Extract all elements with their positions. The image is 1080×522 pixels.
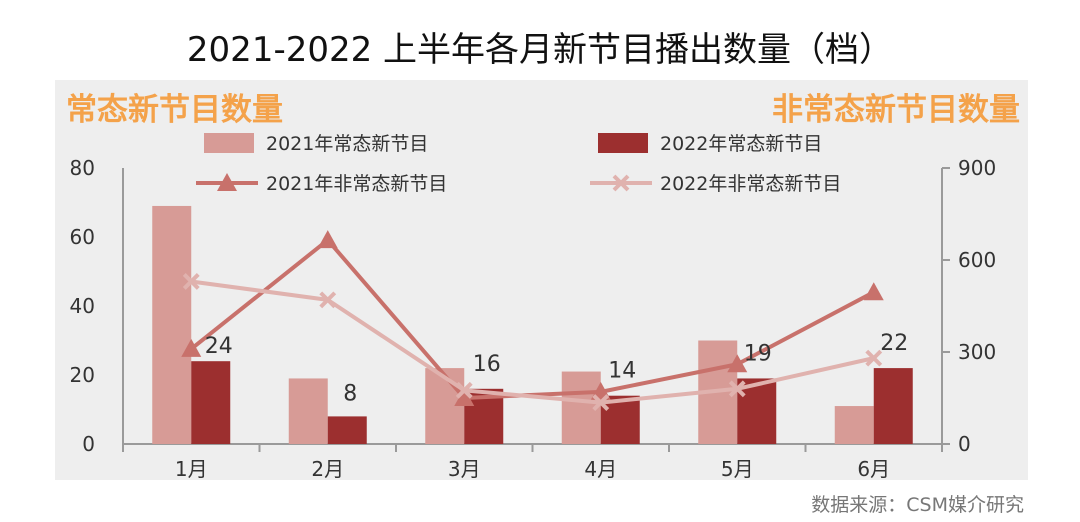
data-label: 14 xyxy=(608,359,636,384)
right-axis-title: 非常态新节目数量 xyxy=(772,92,1020,128)
right-tick-label: 900 xyxy=(958,156,996,180)
right-tick-label: 300 xyxy=(958,340,996,364)
data-label: 8 xyxy=(343,381,357,406)
right-tick-label: 0 xyxy=(958,432,971,456)
marker-2021 xyxy=(727,354,748,373)
legend-marker xyxy=(217,173,237,191)
left-tick-label: 80 xyxy=(70,156,95,180)
marker-2022 xyxy=(455,381,473,399)
left-tick-label: 20 xyxy=(70,363,95,387)
bar-2021 xyxy=(425,368,465,444)
source-note: 数据来源：CSM媒介研究 xyxy=(811,494,1024,516)
bar-2022 xyxy=(327,416,367,444)
bar-2021 xyxy=(834,406,874,444)
marker-2022 xyxy=(319,291,337,309)
category-label: 1月 xyxy=(175,457,208,481)
marker-2022 xyxy=(592,394,610,412)
left-tick-label: 0 xyxy=(82,432,95,456)
legend-label: 2022年非常态新节目 xyxy=(660,173,841,195)
left-axis-title: 常态新节目数量 xyxy=(66,92,283,128)
line-2021 xyxy=(190,238,875,400)
left-tick-label: 60 xyxy=(70,225,95,249)
marker-2022 xyxy=(728,380,746,398)
legend-label: 2021年常态新节目 xyxy=(266,133,428,155)
marker-2021 xyxy=(317,230,338,249)
legend-marker xyxy=(612,174,630,192)
legend-swatch xyxy=(204,133,254,153)
data-label: 16 xyxy=(473,352,501,377)
data-label: 24 xyxy=(205,334,233,359)
legend-label: 2022年常态新节目 xyxy=(660,133,822,155)
marker-2022 xyxy=(865,349,883,367)
category-label: 4月 xyxy=(584,457,617,481)
data-label: 19 xyxy=(744,341,772,366)
legend-label: 2021年非常态新节目 xyxy=(266,173,447,195)
category-label: 3月 xyxy=(448,457,481,481)
legend-swatch xyxy=(598,133,648,153)
marker-2021 xyxy=(863,282,884,301)
bar-2021 xyxy=(152,205,192,444)
marker-2021 xyxy=(454,388,475,406)
data-label: 22 xyxy=(880,331,908,356)
category-label: 2月 xyxy=(311,457,344,481)
bar-2021 xyxy=(288,378,328,444)
marker-2022 xyxy=(182,273,200,290)
chart-title: 2021-2022 上半年各月新节目播出数量（档） xyxy=(186,30,894,70)
bar-2022 xyxy=(873,368,913,444)
right-tick-label: 600 xyxy=(958,248,996,272)
category-label: 5月 xyxy=(721,457,754,481)
left-tick-label: 40 xyxy=(70,294,95,318)
line-2022 xyxy=(190,279,875,405)
marker-2021 xyxy=(181,338,202,357)
category-label: 6月 xyxy=(857,457,890,481)
bar-2022 xyxy=(191,361,231,444)
